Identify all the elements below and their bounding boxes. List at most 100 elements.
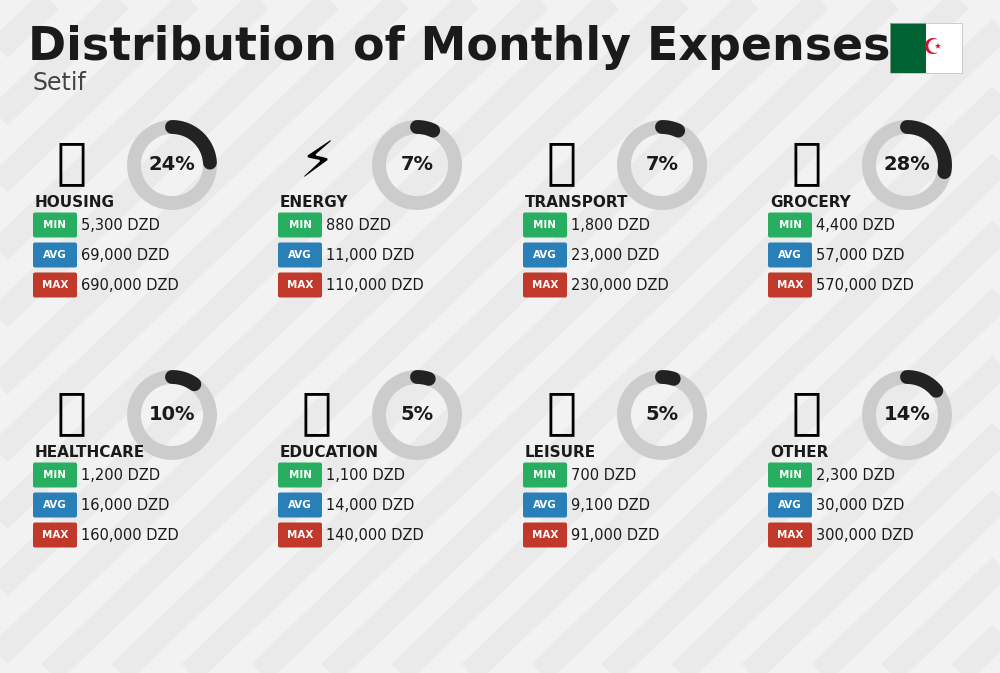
Text: 91,000 DZD: 91,000 DZD [571,528,659,542]
Text: ☪: ☪ [922,38,942,58]
Text: ENERGY: ENERGY [280,195,349,210]
Text: 23,000 DZD: 23,000 DZD [571,248,659,262]
FancyBboxPatch shape [768,213,812,238]
Text: AVG: AVG [533,250,557,260]
FancyBboxPatch shape [523,213,567,238]
Text: MIN: MIN [778,220,802,230]
Text: 🛒: 🛒 [792,139,822,187]
Text: 5%: 5% [400,406,434,425]
FancyBboxPatch shape [926,23,962,73]
FancyBboxPatch shape [33,462,77,487]
Text: 14%: 14% [884,406,930,425]
Text: AVG: AVG [778,500,802,510]
Text: AVG: AVG [778,250,802,260]
Text: MAX: MAX [777,280,803,290]
Text: MAX: MAX [287,530,313,540]
FancyBboxPatch shape [33,493,77,518]
FancyBboxPatch shape [523,522,567,548]
FancyBboxPatch shape [33,213,77,238]
Text: 9,100 DZD: 9,100 DZD [571,497,650,513]
FancyBboxPatch shape [33,522,77,548]
Text: 30,000 DZD: 30,000 DZD [816,497,904,513]
FancyBboxPatch shape [278,242,322,267]
Text: MIN: MIN [534,220,556,230]
Text: 🏢: 🏢 [57,139,87,187]
Text: 🛍️: 🛍️ [547,389,577,437]
Text: ⚡: ⚡ [299,139,335,187]
FancyBboxPatch shape [278,213,322,238]
Text: AVG: AVG [288,250,312,260]
FancyBboxPatch shape [278,273,322,297]
Text: 24%: 24% [149,155,195,174]
Text: MAX: MAX [777,530,803,540]
Text: 57,000 DZD: 57,000 DZD [816,248,904,262]
Text: 💼: 💼 [792,389,822,437]
Text: 5%: 5% [645,406,679,425]
Text: HEALTHCARE: HEALTHCARE [35,445,145,460]
Text: 7%: 7% [646,155,678,174]
Text: MAX: MAX [42,280,68,290]
FancyBboxPatch shape [523,242,567,267]
Text: OTHER: OTHER [770,445,828,460]
Text: 880 DZD: 880 DZD [326,217,391,232]
Text: TRANSPORT: TRANSPORT [525,195,629,210]
Text: 1,800 DZD: 1,800 DZD [571,217,650,232]
Text: 5,300 DZD: 5,300 DZD [81,217,160,232]
Text: 🏥: 🏥 [57,389,87,437]
Text: 🎓: 🎓 [302,389,332,437]
Text: AVG: AVG [533,500,557,510]
FancyBboxPatch shape [768,242,812,267]
FancyBboxPatch shape [768,462,812,487]
Text: 4,400 DZD: 4,400 DZD [816,217,895,232]
Text: 160,000 DZD: 160,000 DZD [81,528,179,542]
FancyBboxPatch shape [523,462,567,487]
Text: 570,000 DZD: 570,000 DZD [816,277,914,293]
Text: 🚌: 🚌 [547,139,577,187]
FancyBboxPatch shape [768,493,812,518]
Text: AVG: AVG [288,500,312,510]
Text: 10%: 10% [149,406,195,425]
Text: AVG: AVG [43,250,67,260]
Text: MIN: MIN [534,470,556,480]
Text: MIN: MIN [288,470,312,480]
Text: MIN: MIN [778,470,802,480]
Text: GROCERY: GROCERY [770,195,851,210]
FancyBboxPatch shape [33,242,77,267]
FancyBboxPatch shape [768,273,812,297]
Text: 11,000 DZD: 11,000 DZD [326,248,414,262]
Text: Distribution of Monthly Expenses: Distribution of Monthly Expenses [28,25,890,70]
FancyBboxPatch shape [523,493,567,518]
Text: EDUCATION: EDUCATION [280,445,379,460]
Text: MIN: MIN [288,220,312,230]
Text: 230,000 DZD: 230,000 DZD [571,277,669,293]
Text: 1,100 DZD: 1,100 DZD [326,468,405,483]
Text: 1,200 DZD: 1,200 DZD [81,468,160,483]
FancyBboxPatch shape [523,273,567,297]
Text: 28%: 28% [884,155,930,174]
Text: 700 DZD: 700 DZD [571,468,636,483]
Text: 140,000 DZD: 140,000 DZD [326,528,424,542]
Text: MAX: MAX [287,280,313,290]
FancyBboxPatch shape [278,462,322,487]
FancyBboxPatch shape [890,23,926,73]
FancyBboxPatch shape [33,273,77,297]
Text: MIN: MIN [44,220,66,230]
Text: MAX: MAX [532,530,558,540]
Text: HOUSING: HOUSING [35,195,115,210]
Text: 2,300 DZD: 2,300 DZD [816,468,895,483]
Text: 300,000 DZD: 300,000 DZD [816,528,914,542]
Text: 7%: 7% [400,155,434,174]
FancyBboxPatch shape [768,522,812,548]
Text: AVG: AVG [43,500,67,510]
FancyBboxPatch shape [278,493,322,518]
Text: 14,000 DZD: 14,000 DZD [326,497,414,513]
Text: 690,000 DZD: 690,000 DZD [81,277,179,293]
Text: MIN: MIN [44,470,66,480]
FancyBboxPatch shape [278,522,322,548]
Text: Setif: Setif [32,71,86,95]
Text: MAX: MAX [532,280,558,290]
Text: 110,000 DZD: 110,000 DZD [326,277,424,293]
Text: MAX: MAX [42,530,68,540]
Text: LEISURE: LEISURE [525,445,596,460]
Text: 16,000 DZD: 16,000 DZD [81,497,169,513]
